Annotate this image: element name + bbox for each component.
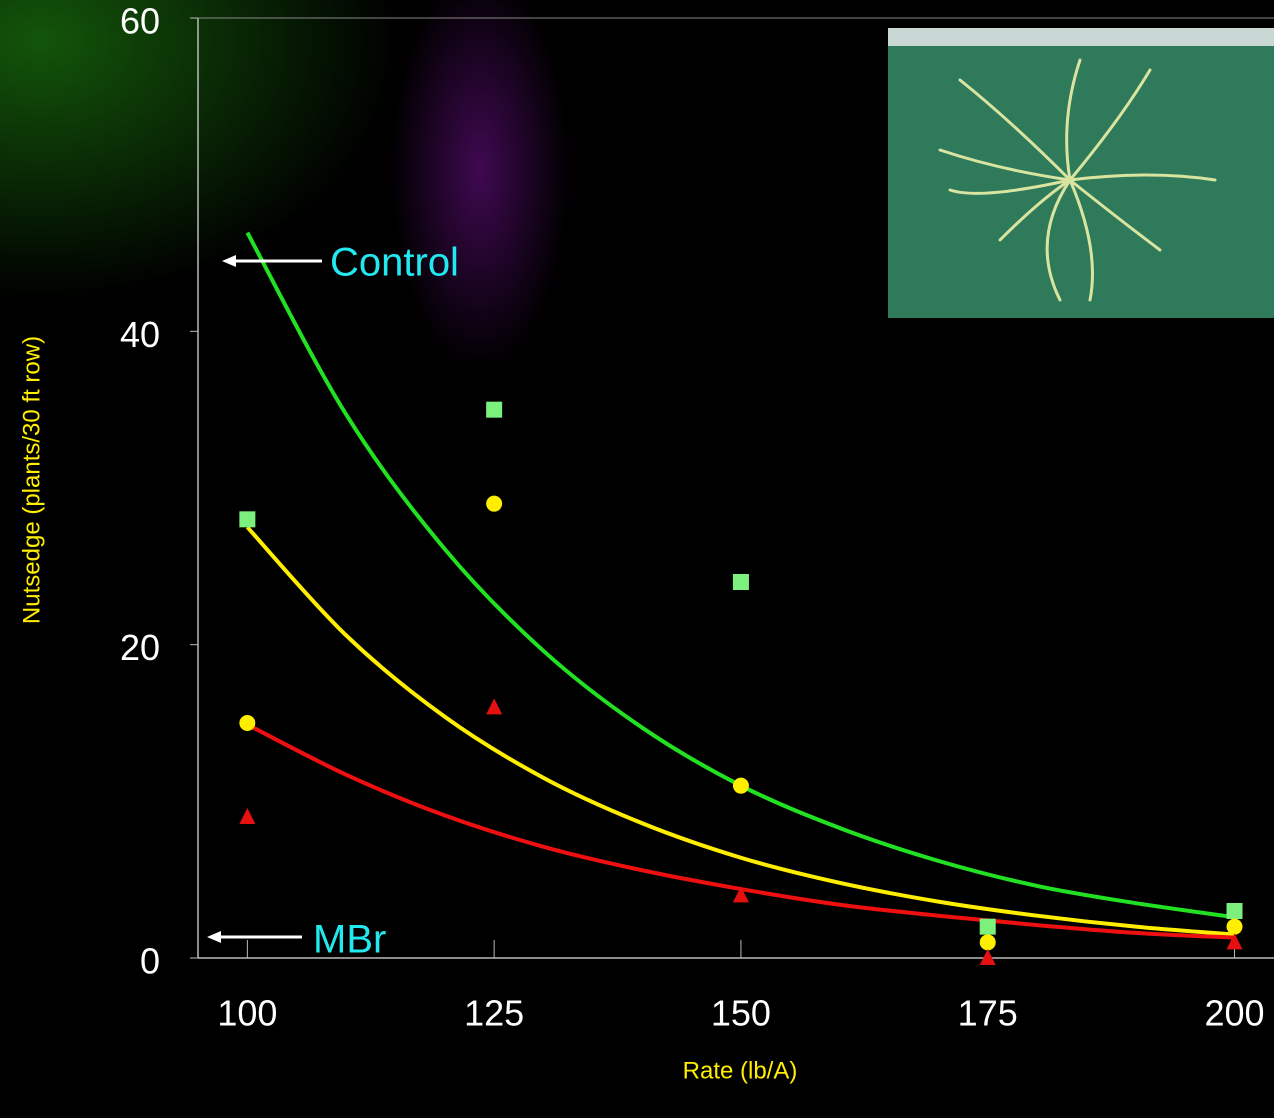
point	[486, 496, 502, 512]
chart: Nutsedge (plants/30 ft row) Rate (lb/A) …	[0, 0, 1274, 1118]
point	[980, 919, 996, 935]
point	[239, 808, 255, 824]
point	[980, 934, 996, 950]
y-tick-label: 20	[120, 627, 160, 668]
x-tick-label: 200	[1204, 993, 1264, 1034]
x-tick-label: 150	[711, 993, 771, 1034]
point	[1227, 919, 1243, 935]
fit-curve	[247, 725, 1234, 938]
point	[733, 778, 749, 794]
annotation: MBr	[313, 918, 386, 962]
point	[486, 698, 502, 714]
annotation: Control	[330, 241, 459, 285]
point	[239, 715, 255, 731]
y-tick-label: 60	[120, 1, 160, 42]
y-tick-label: 0	[140, 941, 160, 982]
x-tick-label: 175	[958, 993, 1018, 1034]
y-axis-title: Nutsedge (plants/30 ft row)	[18, 336, 45, 624]
annotation-arrowhead	[207, 931, 221, 943]
annotation-arrowhead	[222, 255, 236, 267]
x-tick-label: 100	[217, 993, 277, 1034]
y-tick-label: 40	[120, 314, 160, 355]
point	[486, 402, 502, 418]
point	[733, 574, 749, 590]
inset-photo	[888, 28, 1274, 318]
point	[980, 949, 996, 965]
point	[239, 511, 255, 527]
x-axis-title: Rate (lb/A)	[683, 1057, 798, 1084]
x-tick-label: 125	[464, 993, 524, 1034]
point	[1227, 903, 1243, 919]
